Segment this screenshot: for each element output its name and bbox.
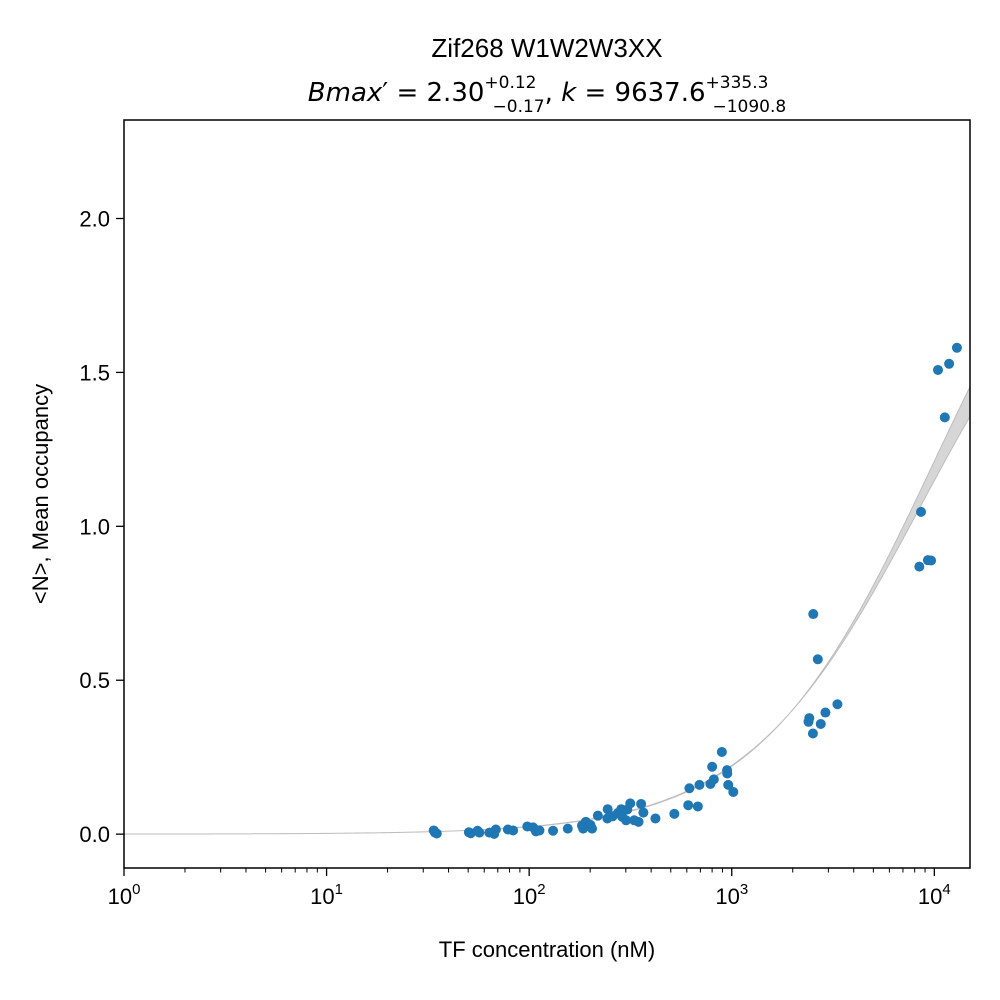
data-point [807,728,818,739]
y-tick-label: 1.0 [79,514,110,539]
k-value: 9637.6 [615,78,706,108]
data-point [932,364,943,375]
y-tick-label: 0.0 [79,822,110,847]
k-lower: −1090.8 [712,97,786,117]
x-tick-label: 103 [715,881,748,909]
data-point [534,825,545,836]
data-point [723,779,734,790]
y-axis-ticks: 0.0 0.5 1.0 1.5 2.0 [79,207,124,847]
data-point [562,823,573,834]
data-point [683,800,694,811]
data-point [944,358,955,369]
data-point [692,801,703,812]
data-point [684,783,695,794]
data-point [707,761,718,772]
y-tick-label: 1.5 [79,360,110,385]
chart-subtitle: Bmax′ = 2.30+0.12 −0.17, k = 9637.6+335.3… [308,73,786,117]
x-axis-label: TF concentration (nM) [439,937,655,962]
data-point [812,654,823,665]
bmax-prime: ′ [382,78,388,108]
x-tick-label: 101 [310,881,343,909]
data-point [926,555,937,566]
data-point [669,808,680,819]
y-tick-label: 0.5 [79,668,110,693]
data-point [914,561,925,572]
data-point [431,828,442,839]
bmax-label: Bmax [308,78,383,108]
data-point [820,707,831,718]
data-point [508,825,519,836]
x-axis-ticks: 100 101 102 103 104 [108,868,951,909]
k-label: k [561,78,577,108]
k-upper: +335.3 [706,73,769,93]
data-points-layer [428,342,962,839]
data-point [728,786,739,797]
data-point [716,746,727,757]
data-point [602,804,613,815]
x-tick-label: 100 [108,881,141,909]
data-point [916,506,927,517]
data-point [636,798,647,809]
data-point [708,774,719,785]
data-point [587,823,598,834]
data-point [832,699,843,710]
data-point [548,825,559,836]
y-axis-label: <N>, Mean occupancy [28,384,53,604]
chart-title: Zif268 W1W2W3XX [431,33,662,63]
data-point [633,816,644,827]
data-point [592,810,603,821]
data-point [804,713,815,724]
data-point [694,779,705,790]
plot-frame [123,119,971,869]
data-point [474,827,485,838]
data-point [625,798,636,809]
data-point [808,609,819,620]
data-point [815,718,826,729]
data-point [489,828,500,839]
x-tick-label: 102 [513,881,546,909]
data-point [951,342,962,353]
bmax-lower: −0.17 [493,97,545,117]
bmax-upper: +0.12 [484,73,536,93]
data-point [638,807,649,818]
y-tick-label: 2.0 [79,207,110,232]
bmax-value: 2.30 [427,78,485,108]
data-point [650,813,661,824]
data-point [621,815,632,826]
data-point [722,768,733,779]
data-point [939,412,950,423]
x-tick-label: 104 [918,881,951,909]
